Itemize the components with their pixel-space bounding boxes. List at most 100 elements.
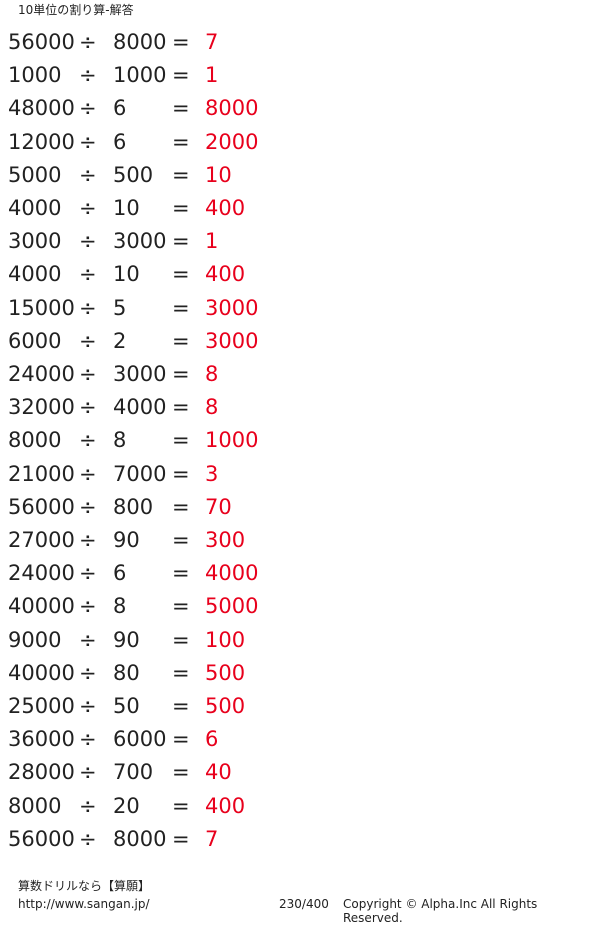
divide-sign: ÷ [79,826,97,851]
dividend: 40000 [8,660,75,685]
problem-row: 6000 ÷ 2 = 3000 [0,325,600,358]
problem-row: 21000 ÷ 7000 = 3 [0,458,600,491]
equals-sign: = [172,63,190,88]
answer: 3 [205,461,219,486]
answer: 7 [205,30,219,54]
divide-sign: ÷ [79,561,97,586]
answer: 2000 [205,129,259,154]
divisor: 10 [113,262,140,287]
divisor: 6000 [113,727,167,752]
answer: 300 [205,528,246,552]
answer: 500 [205,694,246,718]
equals-sign: = [172,494,190,519]
divide-sign: ÷ [79,395,97,420]
problem-row: 24000 ÷ 6 = 4000 [0,557,600,590]
equals-sign: = [172,461,190,486]
divide-sign: ÷ [79,627,97,652]
dividend: 27000 [8,528,75,552]
divisor: 10 [113,196,140,220]
answer: 1 [205,229,219,254]
divide-sign: ÷ [79,229,97,254]
divide-sign: ÷ [79,428,97,453]
problem-row: 4000 ÷ 10 = 400 [0,192,600,225]
divide-sign: ÷ [79,328,97,353]
dividend: 8000 [8,428,62,453]
divisor: 3000 [113,229,167,254]
dividend: 28000 [8,760,75,785]
dividend: 4000 [8,196,62,220]
divisor: 7000 [113,461,167,486]
divide-sign: ÷ [79,594,97,619]
equals-sign: = [172,295,190,320]
divisor: 8000 [113,30,167,54]
dividend: 48000 [8,96,75,121]
divide-sign: ÷ [79,461,97,486]
divide-sign: ÷ [79,63,97,88]
dividend: 3000 [8,229,62,254]
divisor: 80 [113,660,140,685]
dividend: 56000 [8,826,75,851]
dividend: 6000 [8,328,62,353]
divide-sign: ÷ [79,528,97,552]
equals-sign: = [172,594,190,619]
problem-row: 36000 ÷ 6000 = 6 [0,723,600,756]
divisor: 800 [113,494,154,519]
dividend: 1000 [8,63,62,88]
answer: 1 [205,63,219,88]
divide-sign: ÷ [79,362,97,386]
equals-sign: = [172,362,190,386]
problem-row: 1000 ÷ 1000 = 1 [0,59,600,92]
divide-sign: ÷ [79,494,97,519]
divide-sign: ÷ [79,727,97,752]
copyright-text: Copyright © Alpha.Inc All Rights Reserve… [343,897,538,925]
divide-sign: ÷ [79,295,97,320]
problem-row: 4000 ÷ 10 = 400 [0,258,600,291]
divide-sign: ÷ [79,196,97,220]
dividend: 32000 [8,395,75,420]
dividend: 8000 [8,793,62,818]
problem-row: 56000 ÷ 8000 = 7 [0,26,600,59]
dividend: 4000 [8,262,62,287]
answer: 400 [205,262,246,287]
divisor: 50 [113,694,140,718]
problem-row: 25000 ÷ 50 = 500 [0,690,600,723]
divisor: 5 [113,295,127,320]
equals-sign: = [172,694,190,718]
answer: 10 [205,162,232,187]
divisor: 90 [113,528,140,552]
page-title: 10単位の割り算-解答 [18,3,134,17]
problem-row: 15000 ÷ 5 = 3000 [0,292,600,325]
dividend: 40000 [8,594,75,619]
dividend: 56000 [8,494,75,519]
equals-sign: = [172,262,190,287]
equals-sign: = [172,129,190,154]
dividend: 25000 [8,694,75,718]
dividend: 56000 [8,30,75,54]
answer: 3000 [205,328,259,353]
problem-row: 28000 ÷ 700 = 40 [0,756,600,789]
problem-row: 40000 ÷ 8 = 5000 [0,590,600,623]
equals-sign: = [172,528,190,552]
problem-row: 48000 ÷ 6 = 8000 [0,92,600,125]
answer: 7 [205,826,219,851]
divisor: 20 [113,793,140,818]
problem-row: 27000 ÷ 90 = 300 [0,524,600,557]
divide-sign: ÷ [79,262,97,287]
dividend: 5000 [8,162,62,187]
answer: 500 [205,660,246,685]
equals-sign: = [172,760,190,785]
equals-sign: = [172,196,190,220]
equals-sign: = [172,561,190,586]
divide-sign: ÷ [79,162,97,187]
equals-sign: = [172,793,190,818]
answer: 8000 [205,96,259,121]
dividend: 24000 [8,362,75,386]
answer: 70 [205,494,232,519]
dividend: 36000 [8,727,75,752]
dividend: 24000 [8,561,75,586]
equals-sign: = [172,96,190,121]
divide-sign: ÷ [79,30,97,54]
footer-url[interactable]: http://www.sangan.jp/ [18,897,150,911]
answer: 6 [205,727,219,752]
divisor: 8 [113,594,127,619]
